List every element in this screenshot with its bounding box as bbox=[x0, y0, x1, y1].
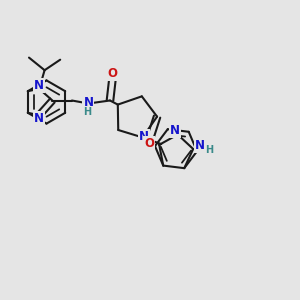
Text: N: N bbox=[170, 124, 180, 136]
Text: O: O bbox=[107, 67, 117, 80]
Text: N: N bbox=[34, 79, 44, 92]
Text: N: N bbox=[195, 140, 205, 152]
Text: H: H bbox=[83, 107, 91, 117]
Text: H: H bbox=[205, 145, 213, 154]
Text: N: N bbox=[83, 95, 93, 109]
Text: N: N bbox=[34, 112, 44, 125]
Text: N: N bbox=[139, 130, 149, 143]
Text: O: O bbox=[144, 137, 154, 150]
